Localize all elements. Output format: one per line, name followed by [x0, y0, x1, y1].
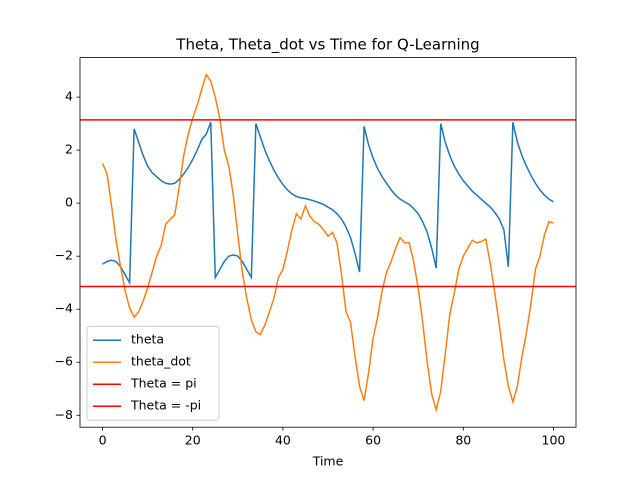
y-tick-label: −6 [55, 354, 73, 369]
legend-label: theta_dot [131, 354, 191, 369]
y-tick-label: −4 [55, 301, 73, 316]
x-tick-label: 0 [99, 433, 107, 448]
x-tick-label: 20 [185, 433, 201, 448]
x-tick-label: 80 [455, 433, 471, 448]
chart-title: Theta, Theta_dot vs Time for Q-Learning [175, 36, 479, 55]
y-tick-label: 0 [65, 195, 73, 210]
y-tick-label: 2 [65, 142, 73, 157]
legend-box [86, 325, 220, 421]
data-line [102, 122, 554, 286]
legend-label: Theta = pi [130, 376, 197, 391]
y-tick-label: −8 [55, 407, 73, 422]
plot-area [80, 72, 576, 413]
x-tick-label: 60 [365, 433, 381, 448]
data-line [101, 72, 554, 413]
y-tick-label: 4 [65, 89, 73, 104]
axes-frame [79, 57, 577, 428]
x-axis-label: Time [312, 454, 344, 469]
legend-label: theta [131, 332, 164, 347]
x-tick-label: 100 [542, 433, 566, 448]
y-tick-label: −2 [55, 248, 73, 263]
x-tick-label: 40 [275, 433, 291, 448]
legend-label: Theta = -pi [130, 398, 201, 413]
